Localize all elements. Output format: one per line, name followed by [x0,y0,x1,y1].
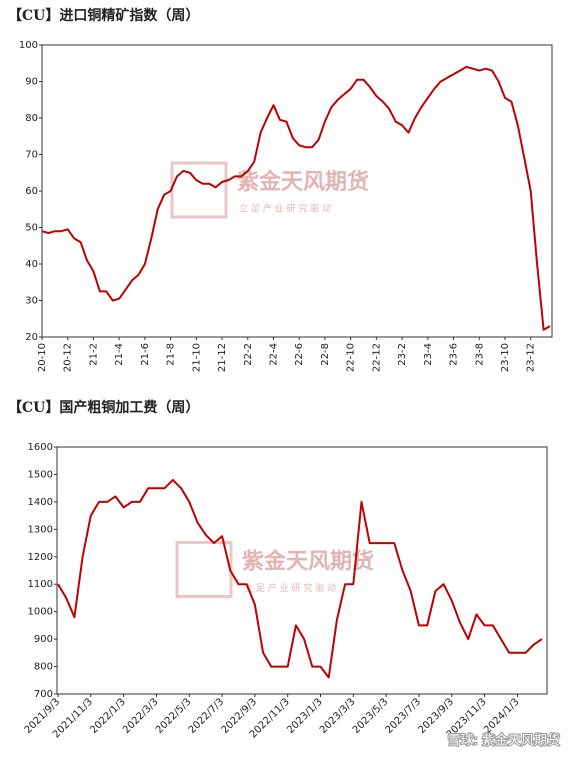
x-tick-label: 22-10 [346,343,357,372]
x-tick-label: 21-10 [191,343,202,372]
y-tick-label: 50 [25,223,38,234]
data-line [41,65,551,331]
y-tick-label: 900 [34,634,53,645]
x-tick-label: 20-10 [37,343,48,372]
x-tick-label: 21-2 [88,343,99,366]
plot-frame [56,446,548,695]
x-tick-label: 2024/1/3 [482,696,522,736]
y-tick-label: 90 [25,77,38,88]
footer: 雪球: 紫金天风期货 [447,733,560,749]
y-tick-label: 40 [25,259,38,270]
y-tick-label: 800 [34,662,53,673]
y-tick-label: 100 [19,40,38,51]
y-tick-label: 700 [34,689,53,700]
y-tick-label: 1500 [28,469,53,480]
watermark: 立 足 产 业 研 究 驱 动 [244,582,336,594]
x-tick-label: 22-12 [371,343,382,372]
x-tick-label: 22-2 [243,343,254,366]
y-tick-label: 20 [25,332,38,343]
y-tick-label: 1400 [28,497,53,508]
x-tick-label: 22-8 [320,343,331,366]
chart-title: 【CU】进口铜精矿指数（周） [8,7,199,24]
x-tick-label: 22-4 [268,343,279,366]
watermark: 立 足 产 业 研 究 驱 动 [239,203,331,215]
watermark-logo [170,161,228,219]
y-tick-label: 80 [25,113,38,124]
x-tick-label: 22-6 [294,343,305,366]
y-tick-label: 1300 [28,524,53,535]
x-tick-label: 23-4 [423,343,434,366]
y-tick-label: 30 [25,296,38,307]
x-tick-label: 23-8 [474,343,485,366]
y-tick-label: 1100 [28,579,53,590]
watermark: 紫金天风期货 [237,169,369,195]
x-tick-label: 23-10 [500,343,511,372]
x-tick-label: 23-2 [397,343,408,366]
watermark-logo [175,541,233,598]
y-tick-label: 1000 [28,607,53,618]
x-tick-label: 23-6 [449,343,460,366]
y-tick-label: 1600 [28,442,53,453]
x-tick-label: 21-8 [166,343,177,366]
watermark: 紫金天风期货 [242,549,374,575]
x-tick-label: 20-12 [63,343,74,372]
x-tick-label: 21-4 [114,343,125,366]
y-tick-label: 1200 [28,552,53,563]
x-tick-label: 21-6 [140,343,151,366]
x-tick-label: 21-12 [217,343,228,372]
y-tick-label: 60 [25,186,38,197]
data-line [57,478,543,679]
y-tick-label: 70 [25,150,38,161]
chart-title: 【CU】国产粗铜加工费（周） [8,399,199,416]
x-tick-label: 23-12 [526,343,537,372]
